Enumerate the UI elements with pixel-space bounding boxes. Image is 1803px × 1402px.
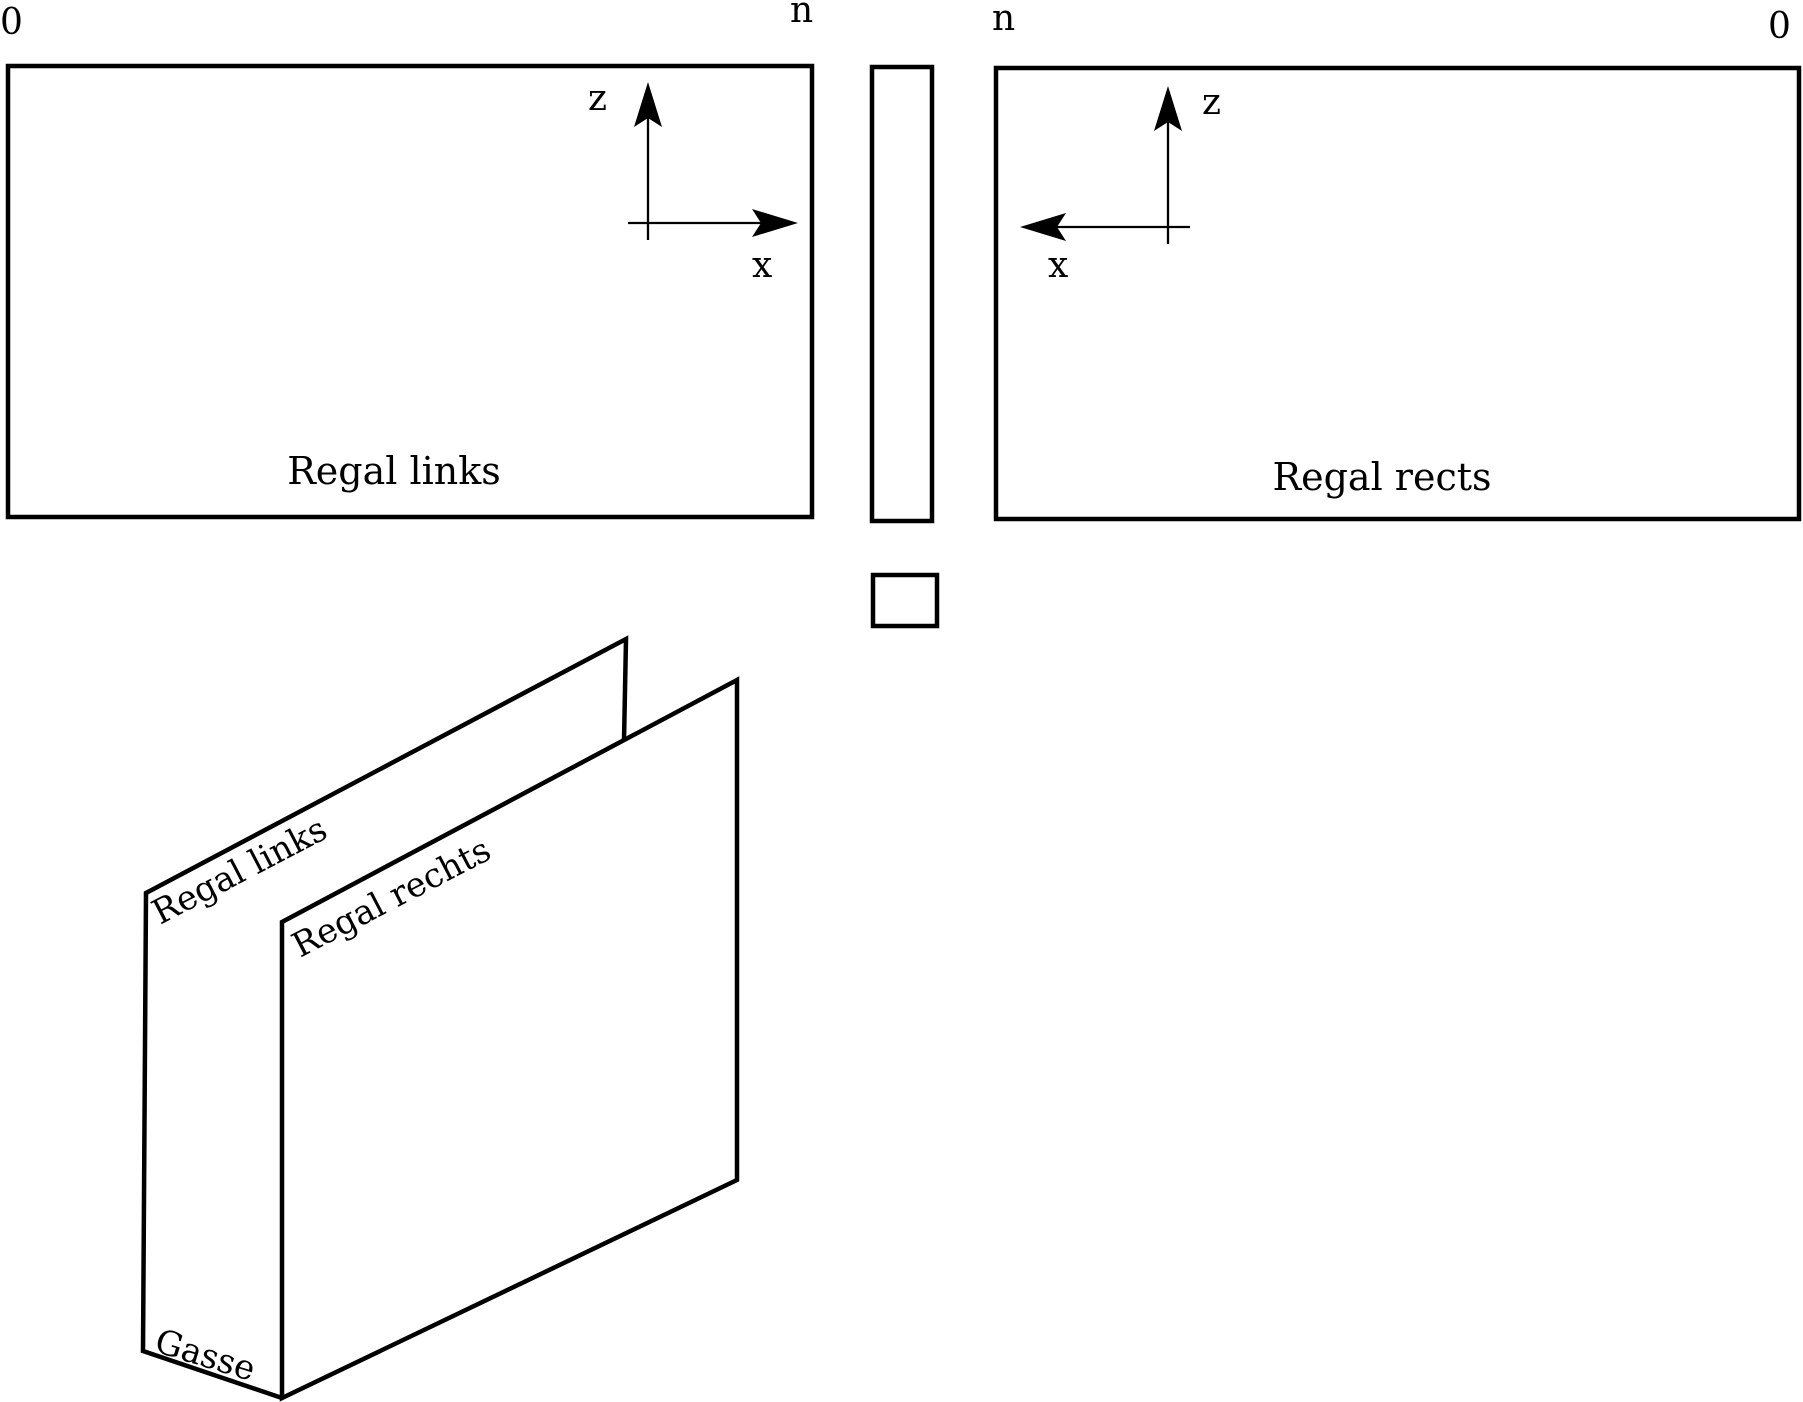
- right-corner-end-label: 0: [1768, 6, 1791, 47]
- left-axes: z x: [588, 78, 798, 286]
- right-axes: z x: [1020, 82, 1221, 286]
- front-panel-outline: [279, 676, 740, 1402]
- right-shelf-title: Regal rects: [1272, 455, 1491, 499]
- right-shelf-rect: [993, 65, 1802, 522]
- floor-label: Gasse: [150, 1321, 260, 1389]
- left-x-axis-label: x: [752, 245, 772, 286]
- right-corner-start-label: n: [992, 0, 1015, 39]
- left-x-arrowhead: [752, 209, 798, 237]
- aisle-small-box: [870, 572, 940, 629]
- left-z-axis-label: z: [588, 78, 607, 119]
- right-x-axis-label: x: [1048, 245, 1068, 286]
- back-panel-label: Regal links: [146, 809, 334, 933]
- aisle-strip: [869, 64, 935, 524]
- left-shelf-view: 0 n z x Regal links: [0, 0, 815, 520]
- right-z-axis-label: z: [1202, 82, 1221, 123]
- left-corner-end-label: n: [790, 0, 813, 31]
- left-z-arrowhead: [634, 82, 662, 127]
- perspective-view: Regal links Regal rechts Gasse: [140, 635, 740, 1402]
- aisle-view: [869, 64, 940, 629]
- right-shelf-view: n 0 z x Regal rects: [992, 0, 1802, 522]
- right-z-arrowhead: [1154, 86, 1182, 131]
- right-x-arrowhead: [1020, 213, 1066, 241]
- left-shelf-title: Regal links: [287, 449, 501, 493]
- back-panel-outline: [140, 635, 629, 1401]
- left-corner-start-label: 0: [0, 2, 23, 43]
- left-shelf-rect: [5, 63, 815, 520]
